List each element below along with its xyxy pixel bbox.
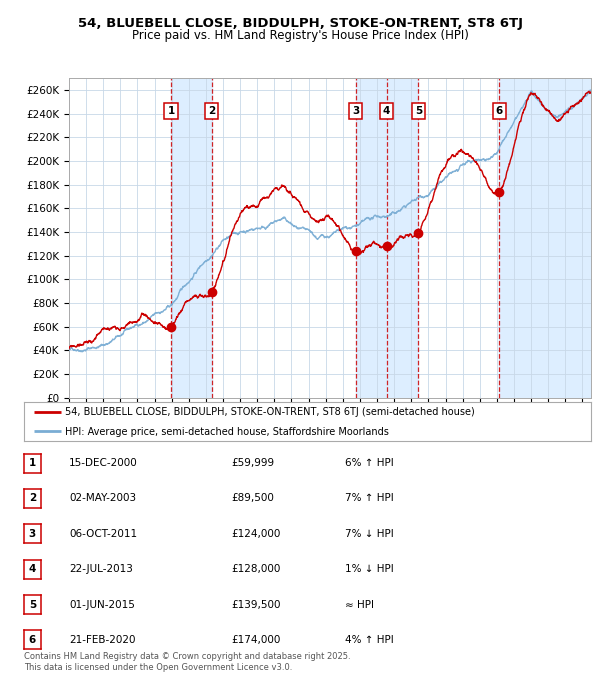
- Text: 4: 4: [383, 106, 390, 116]
- Bar: [171, 78, 212, 398]
- Text: £59,999: £59,999: [231, 458, 274, 468]
- Text: Contains HM Land Registry data © Crown copyright and database right 2025.
This d: Contains HM Land Registry data © Crown c…: [24, 652, 350, 672]
- Text: £139,500: £139,500: [231, 600, 281, 609]
- Bar: [499, 78, 591, 398]
- Text: 6% ↑ HPI: 6% ↑ HPI: [345, 458, 394, 468]
- Text: £128,000: £128,000: [231, 564, 280, 574]
- Text: 15-DEC-2000: 15-DEC-2000: [69, 458, 138, 468]
- Text: 7% ↑ HPI: 7% ↑ HPI: [345, 494, 394, 503]
- Text: 2: 2: [208, 106, 215, 116]
- Text: 5: 5: [29, 600, 36, 609]
- Text: 22-JUL-2013: 22-JUL-2013: [69, 564, 133, 574]
- Text: 3: 3: [29, 529, 36, 539]
- Text: 4: 4: [29, 564, 36, 574]
- Text: £124,000: £124,000: [231, 529, 280, 539]
- Text: 7% ↓ HPI: 7% ↓ HPI: [345, 529, 394, 539]
- Text: 1: 1: [29, 458, 36, 468]
- Text: 4% ↑ HPI: 4% ↑ HPI: [345, 635, 394, 645]
- Text: £89,500: £89,500: [231, 494, 274, 503]
- Text: £174,000: £174,000: [231, 635, 280, 645]
- Text: 21-FEB-2020: 21-FEB-2020: [69, 635, 136, 645]
- Text: 5: 5: [415, 106, 422, 116]
- Text: 6: 6: [29, 635, 36, 645]
- Text: Price paid vs. HM Land Registry's House Price Index (HPI): Price paid vs. HM Land Registry's House …: [131, 29, 469, 41]
- Text: 1% ↓ HPI: 1% ↓ HPI: [345, 564, 394, 574]
- Text: 02-MAY-2003: 02-MAY-2003: [69, 494, 136, 503]
- Bar: [356, 78, 418, 398]
- Text: 06-OCT-2011: 06-OCT-2011: [69, 529, 137, 539]
- Text: 54, BLUEBELL CLOSE, BIDDULPH, STOKE-ON-TRENT, ST8 6TJ: 54, BLUEBELL CLOSE, BIDDULPH, STOKE-ON-T…: [77, 17, 523, 30]
- Text: 54, BLUEBELL CLOSE, BIDDULPH, STOKE-ON-TRENT, ST8 6TJ (semi-detached house): 54, BLUEBELL CLOSE, BIDDULPH, STOKE-ON-T…: [65, 407, 475, 418]
- Text: HPI: Average price, semi-detached house, Staffordshire Moorlands: HPI: Average price, semi-detached house,…: [65, 427, 389, 437]
- Text: 1: 1: [167, 106, 175, 116]
- Text: 01-JUN-2015: 01-JUN-2015: [69, 600, 135, 609]
- Text: ≈ HPI: ≈ HPI: [345, 600, 374, 609]
- Text: 2: 2: [29, 494, 36, 503]
- Text: 6: 6: [496, 106, 503, 116]
- Text: 3: 3: [352, 106, 359, 116]
